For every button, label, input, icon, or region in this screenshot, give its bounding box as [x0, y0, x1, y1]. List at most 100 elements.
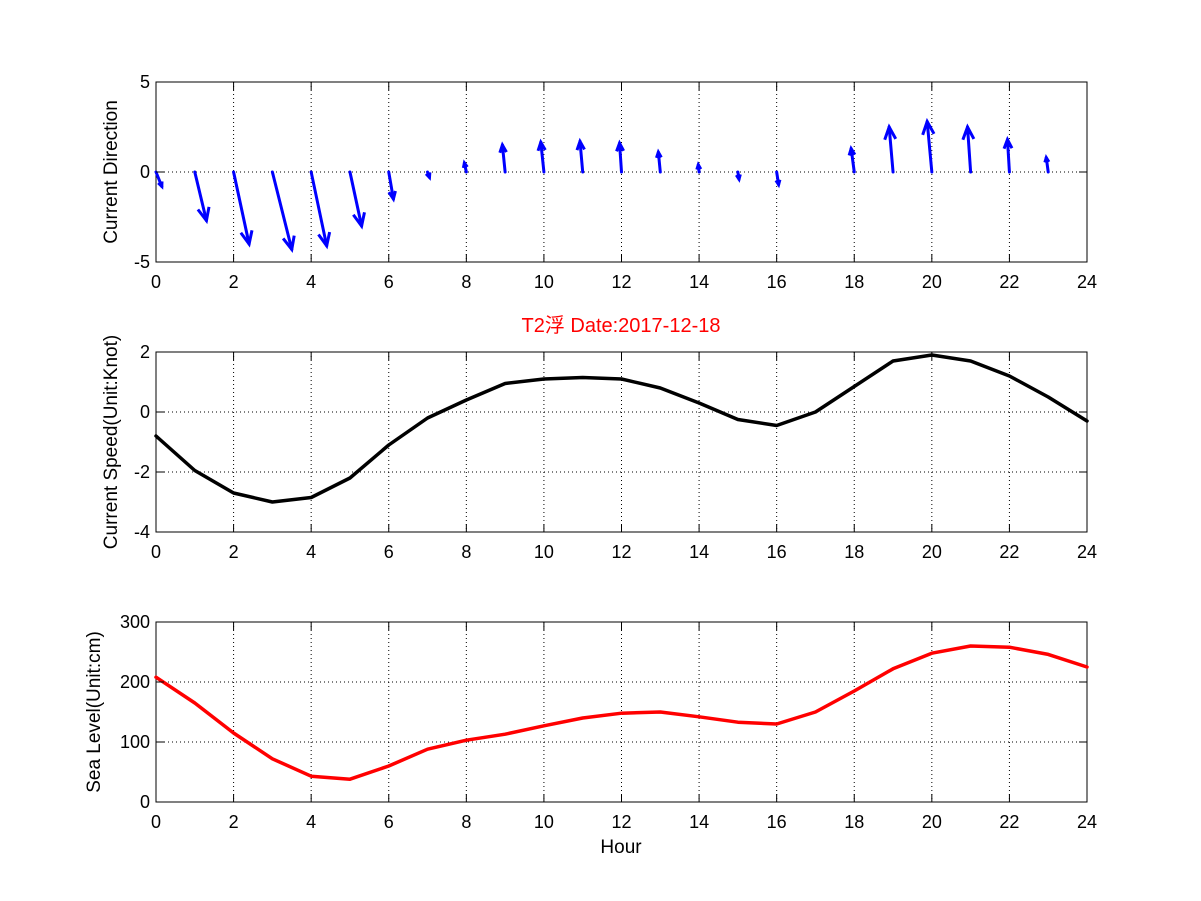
direction-arrow-shaft	[966, 125, 973, 174]
sea-level-line	[154, 644, 1089, 781]
direction-arrow-head	[461, 159, 469, 169]
plot-area-speed	[155, 351, 1088, 533]
direction-arrow	[348, 170, 366, 230]
x-tick-label: 6	[384, 542, 394, 562]
direction-arrow-head	[387, 190, 397, 203]
direction-arrow-head	[735, 173, 742, 183]
direction-arrow	[735, 170, 742, 183]
y-tick-label: 0	[140, 162, 150, 182]
x-tick-label: 4	[306, 272, 316, 292]
y-tick-label: 200	[120, 672, 150, 692]
x-tick-label: 18	[844, 542, 864, 562]
direction-arrow-shaft	[887, 125, 895, 174]
direction-arrow-shaft	[578, 139, 585, 174]
x-tick-label: 4	[306, 542, 316, 562]
direction-arrow-head	[317, 231, 332, 250]
direction-arrow-shaft	[500, 143, 507, 174]
direction-arrow	[1043, 153, 1051, 174]
x-tick-label: 22	[999, 542, 1019, 562]
x-tick-label: 0	[151, 272, 161, 292]
direction-arrow-head	[847, 144, 857, 156]
direction-arrow	[847, 144, 857, 174]
direction-arrow	[309, 170, 332, 250]
x-tick-label: 8	[461, 272, 471, 292]
direction-arrow	[193, 170, 211, 225]
x-tick-label: 6	[384, 272, 394, 292]
y-axis-label-speed: Current Speed(Unit:Knot)	[101, 335, 122, 549]
direction-arrow	[615, 139, 625, 174]
direction-arrow-head	[961, 123, 976, 141]
direction-arrow-head	[774, 179, 782, 189]
x-tick-label: 14	[689, 812, 709, 832]
x-tick-label: 20	[922, 542, 942, 562]
direction-arrow-head	[352, 211, 366, 230]
y-tick-label: -2	[134, 462, 150, 482]
x-tick-label: 4	[306, 812, 316, 832]
y-tick-label: 2	[140, 342, 150, 362]
direction-arrow	[232, 170, 254, 248]
direction-arrow-shaft	[925, 120, 934, 174]
direction-arrow-head	[157, 181, 164, 190]
x-tick-label: 16	[767, 272, 787, 292]
x-tick-label: 10	[534, 272, 554, 292]
direction-arrow-shaft	[618, 141, 623, 174]
direction-arrow-shaft	[387, 170, 395, 201]
y-tick-label: 0	[140, 792, 150, 812]
x-tick-label: 20	[922, 272, 942, 292]
x-tick-label: 2	[229, 812, 239, 832]
x-tick-label: 24	[1077, 812, 1097, 832]
direction-arrow-shaft	[539, 140, 546, 174]
direction-arrow	[961, 123, 976, 174]
y-ticks-direction: 5 0 -5	[134, 72, 1087, 272]
x-tick-label: 18	[844, 812, 864, 832]
direction-arrow	[921, 117, 936, 174]
direction-arrow	[536, 138, 547, 174]
x-tick-label: 14	[689, 542, 709, 562]
x-tick-label: 0	[151, 812, 161, 832]
direction-arrow	[575, 137, 586, 174]
chart-title: T2浮 Date:2017-12-18	[521, 314, 720, 337]
x-ticks-direction: 0 2 4 6 8 10 12 14 16 18 20 22 24	[151, 82, 1097, 292]
direction-arrow-shaft	[193, 170, 208, 223]
y-ticks-sea-level: 300 200 100 0	[120, 612, 1087, 812]
direction-arrow-head	[655, 148, 663, 159]
y-axis-label-direction: Current Direction	[101, 100, 122, 244]
direction-arrow-head	[1043, 153, 1051, 163]
direction-arrow	[424, 170, 432, 181]
direction-arrow-head	[883, 123, 898, 141]
x-tick-label: 18	[844, 272, 864, 292]
direction-arrow-shaft	[270, 170, 294, 251]
direction-arrow-head	[424, 172, 432, 181]
x-tick-label: 8	[461, 812, 471, 832]
direction-arrow-head	[695, 161, 703, 171]
x-tick-label: 12	[611, 812, 631, 832]
x-tick-label: 14	[689, 272, 709, 292]
direction-arrow	[270, 170, 296, 253]
direction-arrow	[774, 170, 782, 189]
x-tick-label: 0	[151, 542, 161, 562]
y-tick-label: 0	[140, 402, 150, 422]
x-tick-label: 12	[611, 542, 631, 562]
y-tick-label: 100	[120, 732, 150, 752]
y-tick-label: 300	[120, 612, 150, 632]
direction-arrow-head	[239, 229, 254, 248]
x-tick-label: 12	[611, 272, 631, 292]
x-tick-label: 24	[1077, 272, 1097, 292]
direction-arrow-head	[575, 137, 586, 151]
x-tick-label: 22	[999, 812, 1019, 832]
direction-arrow	[883, 123, 898, 174]
x-tick-label: 6	[384, 812, 394, 832]
x-tick-label: 22	[999, 272, 1019, 292]
direction-arrow-shaft	[309, 170, 329, 248]
direction-arrow	[655, 148, 663, 174]
direction-arrow-head	[615, 139, 625, 152]
direction-arrow-shaft	[348, 170, 364, 228]
x-tick-label: 24	[1077, 542, 1097, 562]
direction-arrow	[461, 159, 469, 174]
direction-arrow-head	[498, 141, 508, 154]
x-ticks-sea-level: 0 2 4 6 8 10 12 14 16 18 20 22 24	[151, 622, 1097, 832]
x-tick-label: 8	[461, 542, 471, 562]
x-tick-label: 10	[534, 542, 554, 562]
